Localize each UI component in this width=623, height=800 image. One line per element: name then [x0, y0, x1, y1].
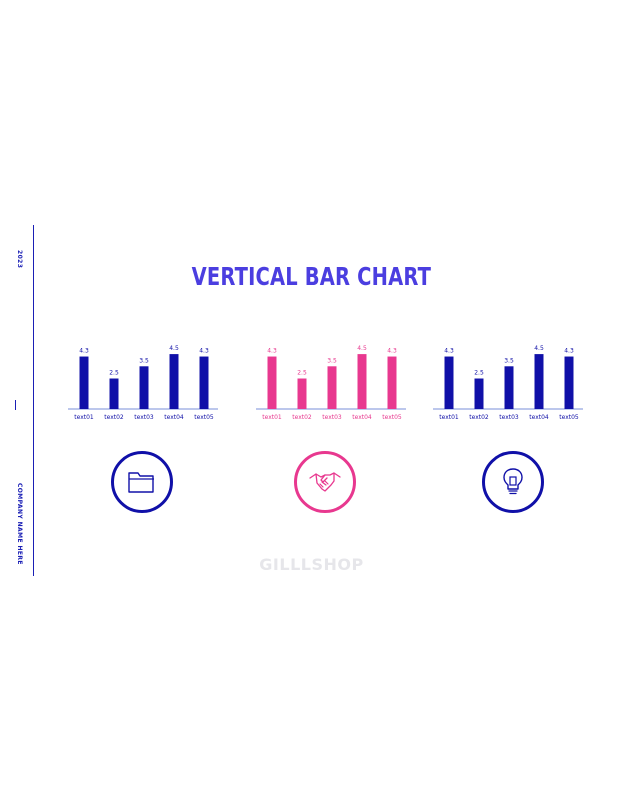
- chart3-bar-text03: [504, 366, 514, 409]
- chart2-category-label: text04: [352, 414, 372, 421]
- chart3-bar-text02: [474, 378, 484, 409]
- chart2-value-label: 2.5: [297, 370, 307, 377]
- chart2-category-label: text03: [322, 414, 342, 421]
- slide-title: VERTICAL BAR CHART: [191, 262, 432, 291]
- chart3-value-label: 4.3: [564, 348, 574, 355]
- chart3-category-label: text01: [439, 414, 459, 421]
- chart3-category-label: text04: [529, 414, 549, 421]
- chart1-category-label: text02: [104, 414, 124, 421]
- chart3-value-label: 4.3: [444, 348, 454, 355]
- handshake-icon: [309, 472, 341, 492]
- bar-chart-1-svg: 4.3 text01 2.5 text02 3.5 text03 4.5 text04 4.3 t…: [68, 345, 218, 421]
- chart2-category-label: text05: [382, 414, 402, 421]
- chart2-value-label: 4.3: [267, 348, 277, 355]
- chart1-category-label: text01: [74, 414, 94, 421]
- chart1-value-label: 4.3: [79, 348, 89, 355]
- chart3-category-label: text03: [499, 414, 519, 421]
- chart2-bar-text01: [267, 356, 277, 409]
- chart3-value-label: 2.5: [474, 370, 484, 377]
- chart1-category-label: text05: [194, 414, 214, 421]
- chart3-bar-text05: [564, 356, 574, 409]
- bar-chart-2: 4.3 text01 2.5 text02 3.5 text03 4.5 text04 4.3 t…: [256, 330, 406, 430]
- chart1-bar-text05: [199, 356, 209, 409]
- company-name: COMPANY NAME HERE: [16, 483, 23, 565]
- chart1-bar-text02: [109, 378, 119, 409]
- chart2-value-label: 4.5: [357, 345, 367, 352]
- chart1-value-label: 2.5: [109, 370, 119, 377]
- chart3-value-label: 3.5: [504, 357, 514, 364]
- chart3-category-label: text05: [559, 414, 579, 421]
- bar-chart-2-svg: 4.3 text01 2.5 text02 3.5 text03 4.5 text04 4.3 t…: [256, 345, 406, 421]
- chart2-category-label: text02: [292, 414, 312, 421]
- chart1-category-label: text03: [134, 414, 154, 421]
- chart3-bar-text01: [444, 356, 454, 409]
- chart1-bar-text04: [169, 354, 179, 409]
- chart1-bar-text03: [139, 366, 149, 409]
- chart1-value-label: 4.5: [169, 345, 179, 352]
- chart3-category-label: text02: [469, 414, 489, 421]
- handshake-icon-circle: [294, 451, 356, 513]
- chart2-bar-text04: [357, 354, 367, 409]
- chart3-bar-text04: [534, 354, 544, 409]
- bar-chart-3: 4.3 text01 2.5 text02 3.5 text03 4.5 text04 4.3 t…: [433, 330, 583, 430]
- side-divider-line: [33, 225, 34, 576]
- chart2-category-label: text01: [262, 414, 282, 421]
- chart2-bar-text05: [387, 356, 397, 409]
- chart1-category-label: text04: [164, 414, 184, 421]
- lightbulb-icon-circle: [482, 451, 544, 513]
- folder-icon: [128, 472, 154, 493]
- watermark-text: GILLLSHOP: [259, 555, 364, 574]
- year-label: 2023: [16, 250, 23, 269]
- chart2-value-label: 3.5: [327, 357, 337, 364]
- chart2-value-label: 4.3: [387, 348, 397, 355]
- chart1-bar-text01: [79, 356, 89, 409]
- bar-chart-1: 4.3 text01 2.5 text02 3.5 text03 4.5 text04 4.3 t…: [68, 330, 218, 430]
- bar-chart-3-svg: 4.3 text01 2.5 text02 3.5 text03 4.5 text04 4.3 t…: [433, 345, 583, 421]
- side-dash: [15, 400, 16, 410]
- chart1-value-label: 4.3: [199, 348, 209, 355]
- chart1-value-label: 3.5: [139, 357, 149, 364]
- chart3-value-label: 4.5: [534, 345, 544, 352]
- folder-icon-circle: [111, 451, 173, 513]
- chart2-bar-text02: [297, 378, 307, 409]
- chart2-bar-text03: [327, 366, 337, 409]
- lightbulb-icon: [503, 468, 523, 495]
